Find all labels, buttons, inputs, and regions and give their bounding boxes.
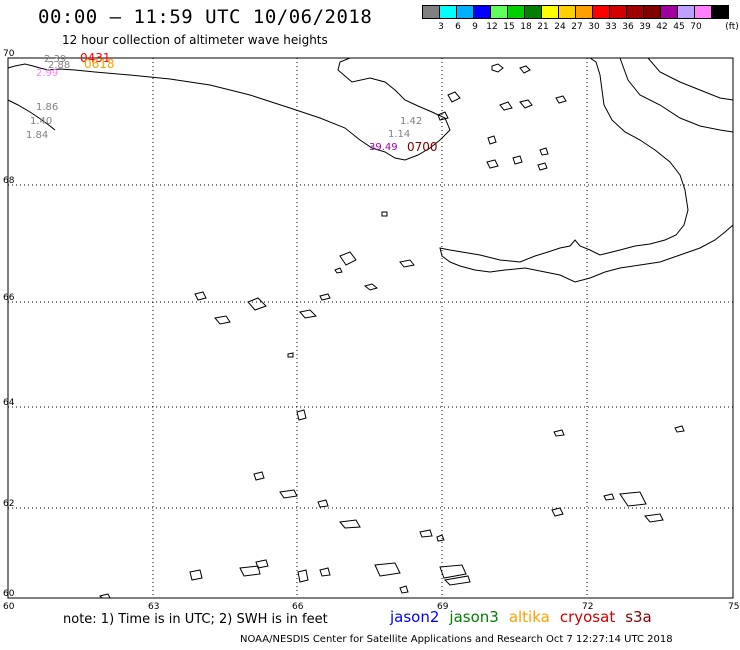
color-scale-label: 36 [622,22,634,32]
wave-height-value: 2.88 [48,60,70,71]
pass-time-label: 0618 [84,57,115,71]
color-scale-label: 27 [571,22,583,32]
wave-height-value: 1.84 [26,130,48,141]
longitude-label: 72 [582,602,593,612]
color-scale-label: 30 [588,22,600,32]
mission-cryosat: cryosat [559,608,616,626]
color-scale-label: 33 [605,22,617,32]
color-swatch [711,5,729,19]
color-scale-label: 18 [520,22,532,32]
color-scale-label: 39 [639,22,651,32]
color-scale-unit: (ft) [725,22,739,32]
pass-time-label: 0700 [407,140,438,154]
longitude-label: 66 [292,602,304,612]
color-scale-label: 12 [486,22,498,32]
longitude-label: 75 [728,602,739,612]
color-scale-label: 45 [673,22,685,32]
observation-labels: 2.392.882.99 1.86 1.40 1.84 1.42 1.14 39.49 043… [26,51,438,154]
latitude-label: 62 [3,499,14,509]
longitude-label: 60 [3,602,15,612]
note-text: note: 1) Time is in UTC; 2) SWH is in fe… [63,612,328,627]
latitude-label: 68 [3,176,15,186]
color-scale-label: 9 [472,22,478,32]
footer-credit: NOAA/NESDIS Center for Satellite Applica… [240,634,673,645]
map-frame [7,57,734,599]
mission-jason2: jason2 [390,608,440,626]
latitude-label: 66 [3,293,15,303]
longitude-label: 69 [437,602,449,612]
color-scale-label: 6 [455,22,461,32]
latitude-label: 64 [3,398,15,408]
wave-height-value: 1.14 [388,129,410,140]
wave-height-value: 2.99 [36,68,58,79]
wave-height-value: 1.42 [400,116,422,127]
coastline [7,57,734,599]
color-scale-label: 15 [503,22,515,32]
wave-height-value: 1.40 [30,116,52,127]
latitude-label: 70 [3,49,15,59]
graticule: 70 68 66 64 62 60 60 63 66 69 72 75 [3,49,739,612]
color-scale-label: 70 [690,22,702,32]
mission-legend: jason2 jason3 altika cryosat s3a [390,608,662,626]
wave-height-value: 2.39 [44,54,66,65]
color-scale-label: 24 [554,22,566,32]
wave-height-value: 39.49 [369,142,398,153]
mission-jason3: jason3 [449,608,499,626]
color-scale-label: 3 [438,22,444,32]
map-title: 00:00 – 11:59 UTC 10/06/2018 [38,6,373,28]
latitude-label: 60 [3,589,15,599]
pass-time-label: 0431 [80,51,111,65]
map-subtitle: 12 hour collection of altimeter wave hei… [62,33,328,47]
mission-s3a: s3a [625,608,652,626]
wave-height-value: 1.86 [36,102,58,113]
color-scale-label: 42 [656,22,668,32]
longitude-label: 63 [148,602,159,612]
color-scale-label: 21 [537,22,549,32]
mission-altika: altika [508,608,550,626]
